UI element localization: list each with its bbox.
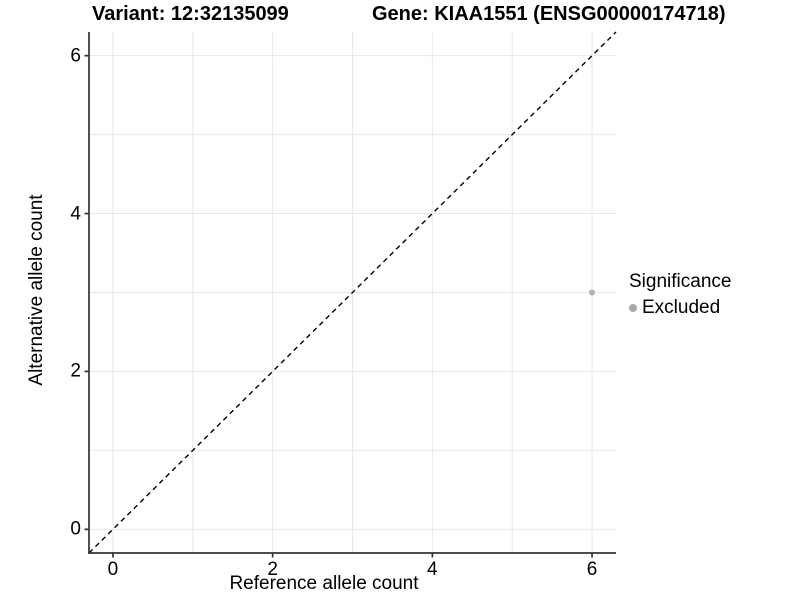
identity-reference-line [88,31,617,554]
variant-title: Variant: 12:32135099 [92,3,289,25]
legend-title: Significance [629,271,732,292]
legend-item-label: Excluded [642,297,721,318]
x-tick-label: 0 [107,559,119,580]
x-tick-label: 6 [586,559,598,580]
x-axis-title: Reference allele count [229,573,419,594]
y-tick-label: 6 [70,45,81,67]
y-tick-label: 4 [70,203,81,225]
legend-items: Excluded [629,297,731,319]
x-tick-label: 2 [267,559,278,580]
legend-key-dot-icon [629,304,637,312]
y-tick-label: 2 [70,360,81,382]
y-axis-title: Alternative allele count [26,194,47,386]
gene-title: Gene: KIAA1551 (ENSG00000174718) [372,3,726,25]
legend: Significance Excluded [629,271,731,319]
data-point [589,289,596,296]
legend-item: Excluded [629,297,731,319]
y-tick-label: 0 [70,518,81,540]
x-tick-label: 4 [427,559,438,580]
